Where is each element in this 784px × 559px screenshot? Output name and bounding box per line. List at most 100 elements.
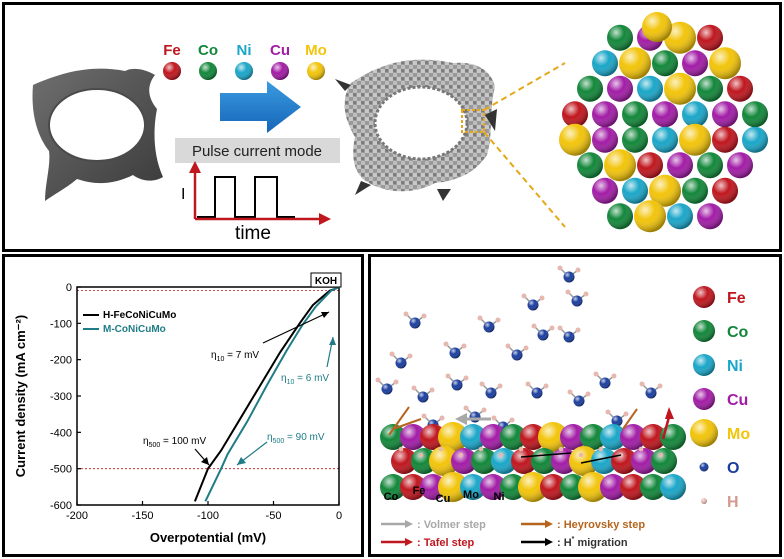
surface-atom xyxy=(429,446,459,476)
eta500-black-annotation: η500 = 100 mV xyxy=(143,436,210,466)
adsorbed-h xyxy=(418,452,424,458)
cluster-atom xyxy=(637,152,663,179)
surface-atom xyxy=(580,424,606,450)
legend-label-h: H xyxy=(727,494,739,511)
surface-label: Fe xyxy=(413,485,426,497)
water-molecule xyxy=(521,293,545,311)
surface-atom xyxy=(480,424,506,450)
surface-atom xyxy=(540,474,566,500)
process-arrow-icon xyxy=(220,81,301,133)
water-molecule xyxy=(565,289,589,307)
surface-atom xyxy=(460,424,486,450)
step-label: : Tafel step xyxy=(417,537,475,549)
legend-label-co: Co xyxy=(727,324,749,341)
element-dot-cu xyxy=(271,62,289,80)
reaction-arrows xyxy=(388,406,674,464)
cluster-atom xyxy=(634,200,666,233)
svg-text:η500 = 90 mV: η500 = 90 mV xyxy=(267,432,325,445)
cluster-atom xyxy=(652,126,678,153)
surface-label: Cu xyxy=(436,493,451,505)
eta10-black-annotation: η10 = 7 mV xyxy=(211,311,330,363)
koh-badge-label: KOH xyxy=(315,276,337,287)
y-tick-label: -600 xyxy=(50,500,72,512)
surface-atom xyxy=(620,424,646,450)
adsorbed-h xyxy=(518,446,524,452)
cluster-atom xyxy=(664,21,696,54)
cluster-atom xyxy=(712,101,738,128)
water-molecule xyxy=(389,351,413,369)
water-molecule xyxy=(479,381,503,399)
element-label-ni: Ni xyxy=(237,42,252,59)
surface-atom xyxy=(631,448,657,474)
legend-atom-h xyxy=(701,498,707,504)
water-molecule xyxy=(505,343,529,361)
water-molecule xyxy=(531,323,555,341)
step-arrowhead-icon xyxy=(545,520,553,528)
surface-atom xyxy=(511,448,537,474)
adsorbed-h xyxy=(598,446,604,452)
water-molecule xyxy=(477,315,501,333)
cluster-atom xyxy=(697,75,723,102)
surface-atom xyxy=(380,474,406,500)
eta500-teal-annotation: η500 = 90 mV xyxy=(236,432,325,466)
cluster-atom xyxy=(607,75,633,102)
surface-label: Co xyxy=(384,491,399,503)
cluster-atom xyxy=(642,12,672,42)
surface-atom xyxy=(460,474,486,500)
surface-atom xyxy=(391,448,417,474)
surface-atom xyxy=(538,422,568,452)
step-label: : Volmer step xyxy=(417,519,486,531)
element-legend: Fe Co Ni Cu Mo OH xyxy=(690,286,750,511)
surface-atom xyxy=(471,448,497,474)
eta10-teal-annotation: η10 = 6 mV xyxy=(281,336,336,386)
surface-atom xyxy=(620,474,646,500)
adsorbed-h xyxy=(438,446,444,452)
water-molecule xyxy=(593,371,617,389)
water-molecule xyxy=(403,311,427,329)
legend-label-cu: Cu xyxy=(727,392,748,409)
series-line-M-CoNiCuMo xyxy=(204,286,340,502)
cluster-atom xyxy=(664,72,696,105)
surface-label: Mo xyxy=(463,489,479,501)
cluster-atom xyxy=(727,152,753,179)
synthesis-panel: Fe Co Ni Cu Mo Pulse current mode I time xyxy=(2,2,782,252)
cluster-atom xyxy=(679,123,711,156)
y-tick-label: -400 xyxy=(50,427,72,439)
water-molecule xyxy=(411,385,435,403)
cluster-atom xyxy=(697,203,723,230)
step-arrowhead-icon xyxy=(545,538,553,546)
surface-atom xyxy=(600,474,626,500)
cluster-atom xyxy=(559,123,591,156)
surface-atom xyxy=(438,472,468,502)
legend-label-fe: Fe xyxy=(727,290,746,307)
cluster-atom xyxy=(727,75,753,102)
surface-atom xyxy=(591,448,617,474)
svg-text:η500 = 100 mV: η500 = 100 mV xyxy=(143,436,206,449)
adsorbed-h xyxy=(658,452,664,458)
y-axis-title: Current density (mA cm⁻²) xyxy=(13,315,28,477)
cluster-atom xyxy=(619,47,651,80)
cluster-atom xyxy=(622,101,648,128)
cluster-atom xyxy=(682,177,708,204)
x-tick-label: -50 xyxy=(266,510,282,522)
surface-atom xyxy=(651,448,677,474)
surface-atom xyxy=(451,448,477,474)
y-tick-label: -500 xyxy=(50,464,72,476)
cluster-atom xyxy=(592,50,618,77)
y-tick-label: 0 xyxy=(66,282,72,294)
adsorbed-h xyxy=(398,446,404,452)
cluster-atom xyxy=(697,24,723,51)
legend-atom-fe xyxy=(693,286,715,308)
element-label-fe: Fe xyxy=(163,42,181,59)
element-label-cu: Cu xyxy=(270,42,290,59)
cluster-atom xyxy=(562,101,588,128)
cluster-atom xyxy=(637,75,663,102)
water-molecules xyxy=(375,265,663,433)
surface-atom xyxy=(400,424,426,450)
surface-atom xyxy=(438,422,468,452)
y-tick-label: -100 xyxy=(50,318,72,330)
cluster-atom xyxy=(649,174,681,207)
legend-atom-co xyxy=(693,320,715,342)
surface-atom xyxy=(660,474,686,500)
coated-foam-icon xyxy=(335,59,497,201)
